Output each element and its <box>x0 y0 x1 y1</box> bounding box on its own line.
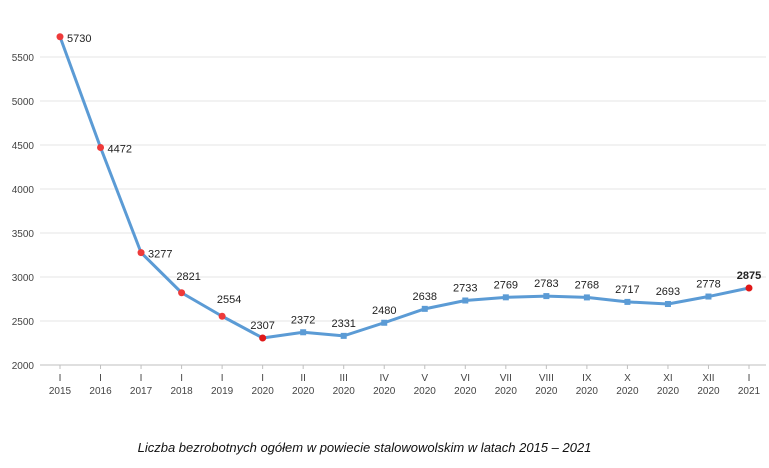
x-tick-label-year: 2015 <box>49 386 72 397</box>
data-label: 2783 <box>534 278 558 290</box>
line-chart: 2000 2500 3000 3500 4000 4500 5000 5500 I 2015 I 20… <box>12 33 766 397</box>
y-tick-label: 2000 <box>12 361 35 372</box>
data-point <box>381 319 388 326</box>
data-point <box>705 293 712 300</box>
x-tick-label: V <box>421 373 428 384</box>
data-point <box>259 334 267 342</box>
x-tick-label: I <box>221 373 224 384</box>
data-label: 2717 <box>615 284 639 296</box>
chart-caption: Liczba bezrobotnych ogółem w powiecie st… <box>137 440 592 455</box>
y-tick-label: 2500 <box>12 317 35 328</box>
data-label: 2693 <box>656 286 680 298</box>
data-point <box>178 289 186 297</box>
data-point <box>502 294 509 301</box>
x-tick-label-year: 2020 <box>576 386 599 397</box>
data-point <box>583 294 590 301</box>
data-point <box>300 329 307 336</box>
x-tick-label-year: 2021 <box>738 386 761 397</box>
x-tick-label: IX <box>582 373 592 384</box>
data-label: 2875 <box>737 270 761 282</box>
y-tick-label: 4000 <box>12 185 35 196</box>
data-label: 2480 <box>372 305 396 317</box>
x-tick-label-year: 2019 <box>211 386 234 397</box>
data-label: 2733 <box>453 282 477 294</box>
data-label: 5730 <box>67 33 91 45</box>
data-label: 2768 <box>575 279 599 291</box>
data-label: 4472 <box>108 143 132 155</box>
x-tick-label-year: 2016 <box>89 386 112 397</box>
x-tick-label: I <box>99 373 102 384</box>
x-tick-label-year: 2020 <box>697 386 720 397</box>
x-tick-label-year: 2017 <box>130 386 153 397</box>
y-tick-label: 4500 <box>12 141 35 152</box>
y-tick-label: 5500 <box>12 53 35 64</box>
data-point <box>137 249 145 257</box>
x-tick-label-year: 2020 <box>333 386 356 397</box>
x-tick-label: XI <box>663 373 672 384</box>
x-tick-label-year: 2018 <box>170 386 193 397</box>
x-tick-label-year: 2020 <box>292 386 315 397</box>
data-label: 2769 <box>494 279 518 291</box>
data-label: 2638 <box>413 291 437 303</box>
data-point <box>664 301 671 308</box>
data-point <box>218 312 226 320</box>
x-tick-label: I <box>59 373 62 384</box>
x-tick-label: XII <box>702 373 714 384</box>
x-tick-label-year: 2020 <box>495 386 518 397</box>
x-tick-label: IV <box>380 373 390 384</box>
x-tick-label-year: 2020 <box>535 386 558 397</box>
x-tick-label: VI <box>461 373 470 384</box>
data-label: 2307 <box>250 320 274 332</box>
x-tick-label-year: 2020 <box>657 386 680 397</box>
data-point <box>462 297 469 304</box>
data-point <box>745 284 753 292</box>
y-tick-label: 3000 <box>12 273 35 284</box>
chart: 2000 2500 3000 3500 4000 4500 5000 5500 I 2015 I 20… <box>12 33 766 397</box>
x-tick-label: III <box>340 373 348 384</box>
x-tick-label: I <box>748 373 751 384</box>
data-point <box>56 33 64 41</box>
x-tick-label-year: 2020 <box>454 386 477 397</box>
data-label: 3277 <box>148 249 172 261</box>
data-label: 2778 <box>696 279 720 291</box>
data-point <box>340 332 347 339</box>
x-tick-label-year: 2020 <box>252 386 275 397</box>
x-tick-label: I <box>140 373 143 384</box>
data-point <box>421 305 428 312</box>
y-tick-label: 5000 <box>12 97 35 108</box>
x-tick-label: I <box>180 373 183 384</box>
x-tick-label-year: 2020 <box>616 386 639 397</box>
data-point <box>97 143 105 151</box>
series-line <box>58 36 750 340</box>
data-label: 2554 <box>217 294 241 306</box>
x-tick-label: I <box>261 373 264 384</box>
x-tick-label: VII <box>500 373 512 384</box>
x-tick-label: VIII <box>539 373 554 384</box>
data-label: 2372 <box>291 314 315 326</box>
data-label: 2821 <box>176 271 200 283</box>
data-label: 2331 <box>331 318 355 330</box>
data-point <box>624 298 631 305</box>
x-tick-label-year: 2020 <box>373 386 396 397</box>
x-tick-label: II <box>300 373 306 384</box>
y-tick-label: 3500 <box>12 229 35 240</box>
x-tick-label-year: 2020 <box>414 386 437 397</box>
x-tick-label: X <box>624 373 631 384</box>
data-point <box>543 293 550 300</box>
